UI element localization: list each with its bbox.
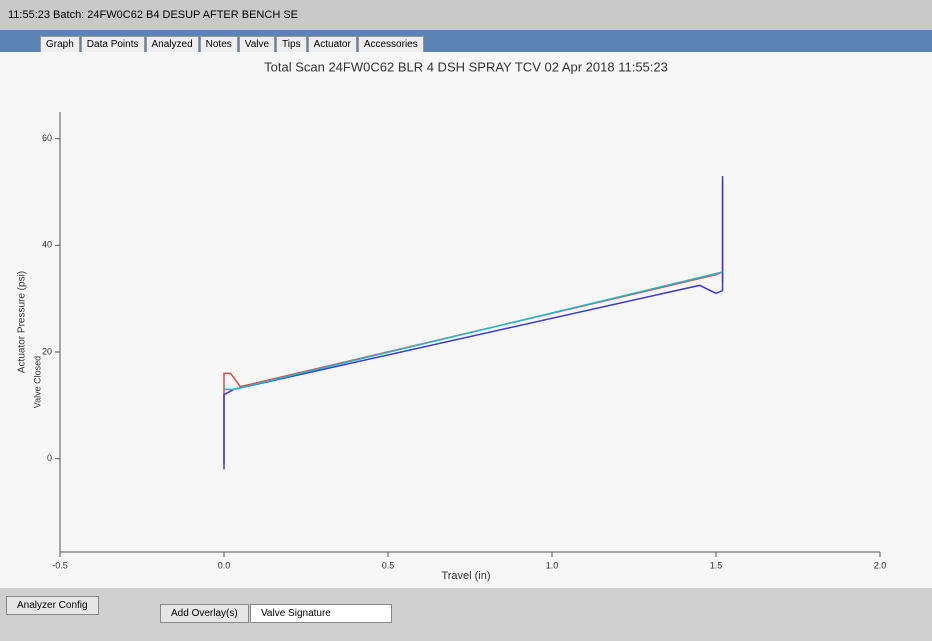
x-tick-label: 0.5 bbox=[382, 560, 395, 570]
y-tick-label: 60 bbox=[42, 133, 52, 143]
add-overlay-button[interactable]: Add Overlay(s) bbox=[160, 604, 249, 623]
annotation: Valve Closed bbox=[32, 356, 42, 408]
x-tick-label: 2.0 bbox=[874, 560, 887, 570]
x-tick-label: -0.5 bbox=[52, 560, 68, 570]
x-tick-label: 1.5 bbox=[710, 560, 723, 570]
y-tick-label: 20 bbox=[42, 346, 52, 356]
tab[interactable]: Graph bbox=[40, 36, 80, 52]
tab[interactable]: Analyzed bbox=[146, 36, 199, 52]
tab[interactable]: Accessories bbox=[358, 36, 424, 52]
title-bar: 11:55:23 Batch: 24FW0C62 B4 DESUP AFTER … bbox=[0, 0, 932, 30]
tab[interactable]: Tips bbox=[276, 36, 307, 52]
app-window: 11:55:23 Batch: 24FW0C62 B4 DESUP AFTER … bbox=[0, 0, 932, 641]
y-tick-label: 0 bbox=[47, 453, 52, 463]
tab[interactable]: Actuator bbox=[308, 36, 357, 52]
overlay-field[interactable]: Valve Signature bbox=[250, 604, 392, 623]
tab[interactable]: Notes bbox=[200, 36, 238, 52]
y-axis-label: Actuator Pressure (psi) bbox=[17, 271, 28, 373]
chart-title: Total Scan 24FW0C62 BLR 4 DSH SPRAY TCV … bbox=[264, 59, 668, 74]
plot-background bbox=[0, 52, 932, 588]
footer: Analyzer Config Add Overlay(s) Valve Sig… bbox=[0, 588, 932, 641]
tab[interactable]: Valve bbox=[239, 36, 275, 52]
x-tick-label: 1.0 bbox=[546, 560, 559, 570]
analyzer-config-button[interactable]: Analyzer Config bbox=[6, 596, 99, 615]
x-tick-label: 0.0 bbox=[218, 560, 231, 570]
y-tick-label: 40 bbox=[42, 240, 52, 250]
window-title: 11:55:23 Batch: 24FW0C62 B4 DESUP AFTER … bbox=[8, 9, 298, 21]
chart: Total Scan 24FW0C62 BLR 4 DSH SPRAY TCV … bbox=[0, 52, 932, 588]
x-axis-label: Travel (in) bbox=[441, 570, 490, 582]
tab[interactable]: Data Points bbox=[81, 36, 145, 52]
